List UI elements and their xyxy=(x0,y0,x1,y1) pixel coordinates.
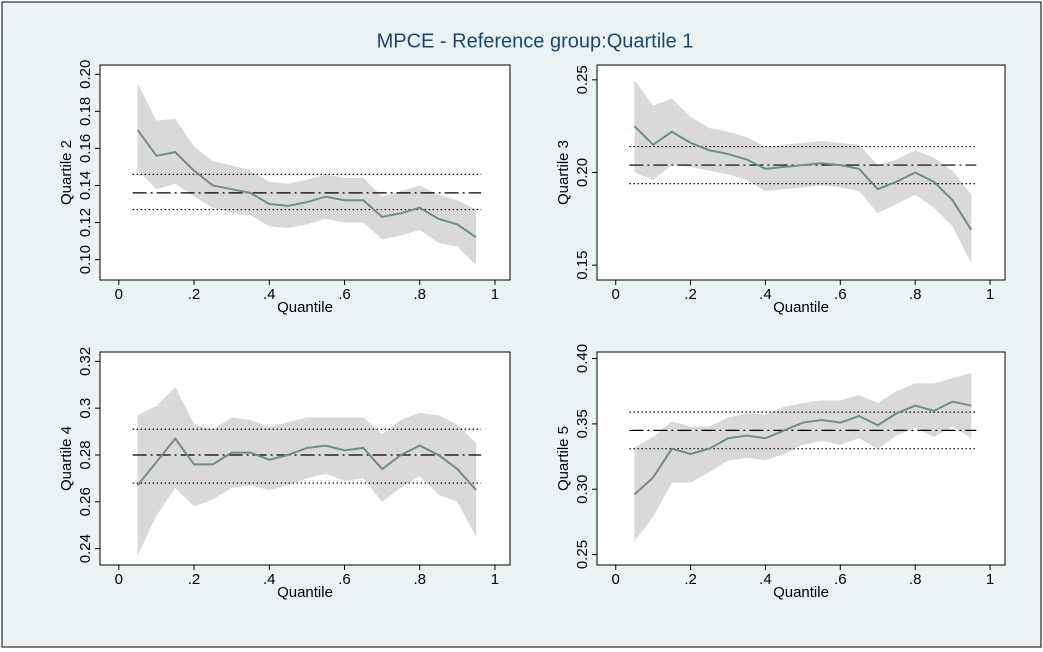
y-tick-label: 0.26 xyxy=(77,487,94,516)
x-tick-label: .6 xyxy=(834,571,847,588)
x-tick-label: .6 xyxy=(338,571,351,588)
x-tick-label: 0 xyxy=(115,286,123,303)
x-tick-label: 1 xyxy=(491,286,499,303)
quantile-line xyxy=(136,436,477,491)
y-tick-label: 0.3 xyxy=(77,398,94,419)
x-tick-label: .4 xyxy=(759,286,772,303)
x-tick-label: .8 xyxy=(909,286,922,303)
y-tick-label: 0.10 xyxy=(77,245,94,274)
x-tick-label: .8 xyxy=(909,571,922,588)
y-tick-label: 0.35 xyxy=(574,409,591,438)
confidence-band xyxy=(634,79,972,264)
x-tick-label: .8 xyxy=(413,571,426,588)
y-tick-label: 0.16 xyxy=(77,134,94,163)
x-tick-label: .2 xyxy=(684,286,697,303)
x-tick-label: 0 xyxy=(612,571,620,588)
x-tick-label: .4 xyxy=(759,571,772,588)
y-tick-label: 0.28 xyxy=(77,440,94,469)
y-tick-label: 0.15 xyxy=(574,251,591,280)
x-tick-label: 1 xyxy=(986,571,994,588)
y-tick-label: 0.32 xyxy=(77,347,94,376)
y-tick-label: 0.14 xyxy=(77,171,94,200)
confidence-band xyxy=(634,372,972,542)
y-axis-label: Quartile 2 xyxy=(58,140,75,205)
x-tick-label: 1 xyxy=(491,571,499,588)
y-axis-label: Quartile 4 xyxy=(58,426,75,491)
quantile-line xyxy=(633,125,973,231)
y-tick-label: 0.25 xyxy=(574,65,591,94)
x-tick-label: 0 xyxy=(612,286,620,303)
x-tick-label: .4 xyxy=(263,286,276,303)
quantile-line xyxy=(633,400,972,496)
x-tick-label: .4 xyxy=(263,571,276,588)
x-axis-label: Quantile xyxy=(773,299,829,316)
y-axis-label: Quartile 3 xyxy=(555,140,572,205)
x-tick-label: .6 xyxy=(338,286,351,303)
y-tick-label: 0.12 xyxy=(77,208,94,237)
x-axis-label: Quantile xyxy=(773,584,829,601)
confidence-band xyxy=(137,83,477,266)
y-tick-label: 0.18 xyxy=(77,97,94,126)
confidence-band xyxy=(137,387,477,556)
y-tick-label: 0.24 xyxy=(77,534,94,563)
y-tick-label: 0.20 xyxy=(574,158,591,187)
y-tick-label: 0.25 xyxy=(574,540,591,569)
x-axis-label: Quantile xyxy=(277,299,333,316)
x-tick-label: .2 xyxy=(188,286,201,303)
x-tick-label: .6 xyxy=(834,286,847,303)
x-tick-label: .2 xyxy=(188,571,201,588)
y-tick-label: 0.20 xyxy=(77,60,94,89)
y-axis-label: Quartile 5 xyxy=(555,426,572,491)
x-tick-label: 1 xyxy=(986,286,994,303)
x-axis-label: Quantile xyxy=(277,584,333,601)
figure-title: MPCE - Reference group:Quartile 1 xyxy=(377,30,694,52)
x-tick-label: 0 xyxy=(115,571,123,588)
y-tick-label: 0.30 xyxy=(574,475,591,504)
x-tick-label: .2 xyxy=(684,571,697,588)
y-tick-label: 0.40 xyxy=(574,344,591,373)
x-tick-label: .8 xyxy=(413,286,426,303)
quantile-line xyxy=(136,129,477,239)
